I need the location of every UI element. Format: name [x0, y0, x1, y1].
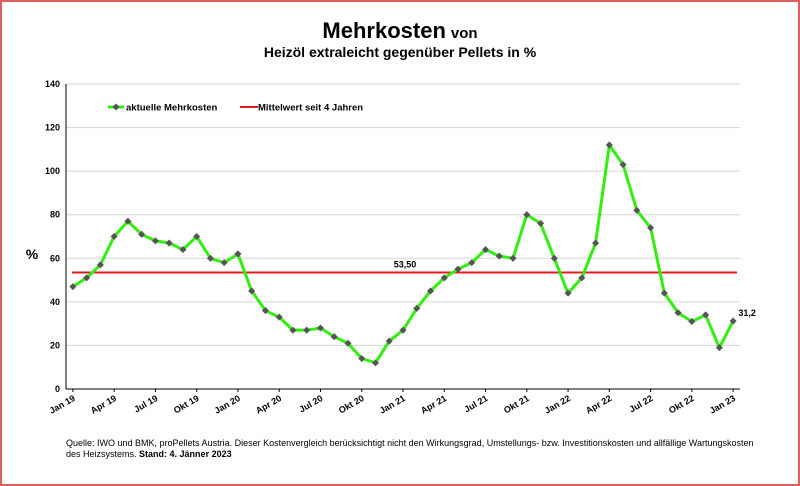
stand-date: Stand: 4. Jänner 2023 [139, 449, 232, 459]
x-tick-label: Jan 22 [543, 393, 572, 416]
data-point [316, 324, 325, 332]
chart-title-block: Mehrkosten von [0, 18, 800, 44]
data-point [702, 311, 710, 319]
x-tick-label: Jan 23 [708, 393, 737, 416]
x-tick-label: Apr 20 [254, 393, 283, 416]
x-tick-label: Okt 22 [667, 393, 696, 415]
data-point [468, 259, 476, 267]
x-tick-label: Jan 21 [378, 393, 407, 416]
data-point [138, 230, 146, 238]
data-point [688, 317, 696, 325]
data-point [124, 217, 132, 225]
data-point [261, 307, 269, 315]
data-point [481, 246, 490, 254]
data-point [660, 289, 668, 297]
data-point [344, 339, 352, 347]
x-tick-label: Jul 22 [627, 393, 654, 414]
data-point [165, 239, 173, 247]
data-point [715, 344, 723, 352]
data-point [69, 283, 77, 291]
data-point [151, 237, 159, 245]
data-point [592, 239, 600, 247]
data-point [399, 326, 407, 334]
data-point [647, 224, 655, 232]
y-tick-label: 60 [50, 253, 60, 263]
data-point [179, 246, 187, 254]
data-point [619, 161, 627, 169]
y-tick-label: 140 [45, 79, 60, 89]
data-point [523, 211, 531, 219]
x-tick-label: Jul 19 [132, 393, 159, 414]
x-tick-label: Okt 20 [337, 393, 366, 415]
data-point [358, 354, 366, 363]
x-tick-label: Jul 20 [297, 393, 324, 414]
y-tick-label: 100 [45, 166, 60, 176]
data-point [83, 274, 91, 282]
source-text: Quelle: IWO und BMK, proPellets Austria.… [66, 438, 754, 459]
data-point [371, 359, 380, 367]
data-point [564, 289, 572, 297]
y-tick-label: 120 [45, 123, 60, 133]
chart-title: Mehrkosten [322, 18, 446, 43]
data-point [537, 219, 545, 227]
data-point [248, 287, 256, 295]
y-tick-label: 20 [50, 340, 60, 350]
legend-label: aktuelle Mehrkosten [126, 103, 218, 114]
data-point [633, 206, 641, 214]
x-tick-label: Jan 20 [213, 393, 242, 416]
end-value-label: 31,2 [738, 308, 756, 318]
data-point [426, 287, 435, 295]
data-point [234, 250, 242, 258]
legend-label: Mittelwert seit 4 Jahren [258, 103, 363, 114]
data-point [495, 252, 503, 260]
data-point [454, 265, 462, 273]
data-point [220, 259, 228, 267]
data-point [385, 337, 393, 345]
data-point [578, 274, 586, 282]
data-point [413, 304, 421, 312]
data-point [605, 141, 613, 149]
data-point [289, 326, 297, 334]
y-tick-label: 0 [55, 384, 60, 394]
data-point [729, 317, 737, 325]
data-point [193, 232, 201, 241]
data-point [275, 313, 283, 321]
data-point [110, 232, 118, 241]
data-point [550, 254, 558, 262]
data-point [96, 261, 104, 269]
y-axis-label: % [26, 246, 39, 262]
x-tick-label: Jan 19 [48, 393, 77, 416]
chart-subtitle: Heizöl extraleicht gegenüber Pellets in … [263, 44, 537, 60]
x-tick-label: Apr 19 [89, 393, 118, 416]
source-note: Quelle: IWO und BMK, proPellets Austria.… [66, 438, 766, 460]
data-point [303, 326, 311, 334]
x-tick-label: Jul 21 [462, 393, 489, 414]
data-point [509, 254, 517, 262]
y-tick-label: 80 [50, 210, 60, 220]
legend-swatch-marker [112, 103, 120, 111]
x-tick-label: Apr 22 [584, 393, 613, 416]
chart-title-suffix: von [450, 25, 478, 42]
x-tick-label: Okt 21 [502, 393, 531, 415]
data-point [674, 309, 682, 317]
data-point [330, 333, 338, 341]
y-tick-label: 40 [50, 297, 60, 307]
mean-value-label: 53,50 [394, 259, 417, 269]
data-point [440, 274, 448, 282]
x-tick-label: Okt 19 [172, 393, 201, 415]
x-tick-label: Apr 21 [419, 393, 448, 416]
